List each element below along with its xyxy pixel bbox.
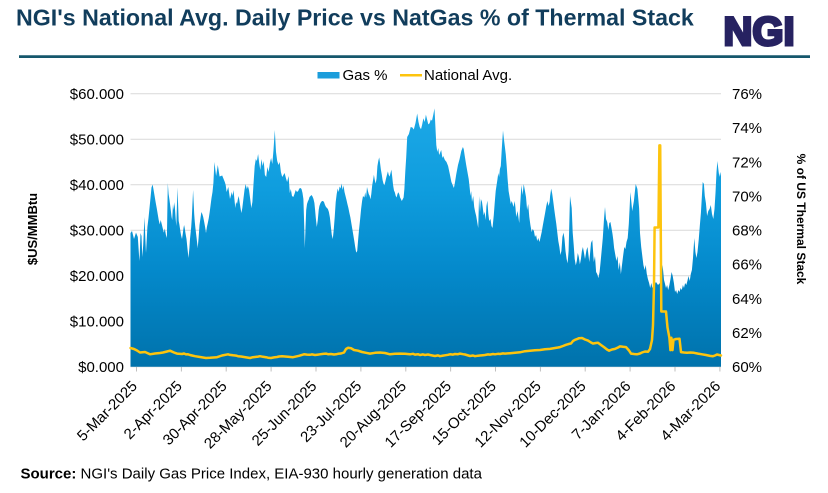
svg-text:NGI's National Avg. Daily Pric: NGI's National Avg. Daily Price vs NatGa…	[16, 5, 694, 31]
svg-text:62%: 62%	[732, 325, 762, 342]
svg-text:$10.000: $10.000	[70, 314, 124, 331]
svg-text:$20.000: $20.000	[70, 268, 124, 285]
svg-text:$30.000: $30.000	[70, 223, 124, 240]
svg-text:72%: 72%	[732, 154, 762, 171]
svg-text:% of US Thermal Stack: % of US Thermal Stack	[794, 154, 808, 285]
svg-text:68%: 68%	[732, 223, 762, 240]
svg-text:National Avg.: National Avg.	[424, 67, 512, 84]
svg-text:$60.000: $60.000	[70, 86, 124, 103]
svg-text:64%: 64%	[732, 291, 762, 308]
svg-text:66%: 66%	[732, 257, 762, 274]
svg-text:74%: 74%	[732, 120, 762, 137]
svg-text:NGI: NGI	[724, 10, 795, 54]
svg-text:60%: 60%	[732, 359, 762, 376]
svg-text:$0.000: $0.000	[78, 359, 124, 376]
svg-text:$US/MMBtu: $US/MMBtu	[25, 193, 40, 265]
svg-text:76%: 76%	[732, 86, 762, 103]
svg-text:Gas %: Gas %	[343, 67, 388, 84]
svg-text:$40.000: $40.000	[70, 177, 124, 194]
svg-text:Source: NGI's Daily Gas Price: Source: NGI's Daily Gas Price Index, EIA…	[21, 466, 483, 483]
svg-text:70%: 70%	[732, 189, 762, 206]
svg-text:$50.000: $50.000	[70, 132, 124, 149]
